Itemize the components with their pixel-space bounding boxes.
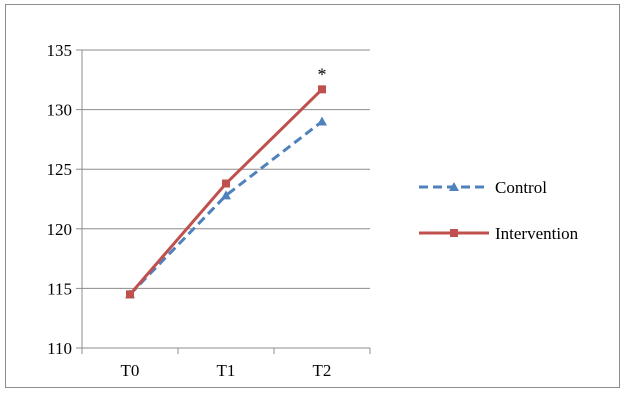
series-line-control <box>128 120 323 296</box>
y-tick-label: 115 <box>47 279 72 298</box>
data-point-intervention-T0 <box>126 290 134 299</box>
legend-marker-control <box>449 182 459 191</box>
legend: Control Intervention <box>419 178 579 243</box>
annotations: * <box>318 64 327 84</box>
x-tick-label-T1: T1 <box>217 361 236 380</box>
y-tick-label: 135 <box>47 41 73 60</box>
significance-marker: * <box>318 64 327 84</box>
data-point-intervention-T2 <box>318 85 326 94</box>
legend-marker-intervention <box>450 229 458 237</box>
y-tick-label: 120 <box>47 220 73 239</box>
data-point-intervention-T1 <box>222 179 230 188</box>
y-tick-label: 125 <box>47 160 73 179</box>
y-tick-label: 130 <box>47 101 73 120</box>
x-tick-label-T2: T2 <box>313 361 332 380</box>
x-tick-label-T0: T0 <box>121 361 140 380</box>
data-point-control-T1 <box>221 190 231 200</box>
series-lines <box>125 85 327 299</box>
legend-label-intervention: Intervention <box>495 224 579 243</box>
axes: 110 115 120 125 130 135 T0 T1 T2 <box>47 41 371 380</box>
y-tick-label: 110 <box>47 339 72 358</box>
line-chart: 110 115 120 125 130 135 T0 T1 T2 * Control Interv… <box>47 41 579 380</box>
data-point-control-T2 <box>317 116 327 126</box>
chart-frame: 110 115 120 125 130 135 T0 T1 T2 * Control Interv… <box>5 4 620 388</box>
legend-label-control: Control <box>495 178 547 197</box>
